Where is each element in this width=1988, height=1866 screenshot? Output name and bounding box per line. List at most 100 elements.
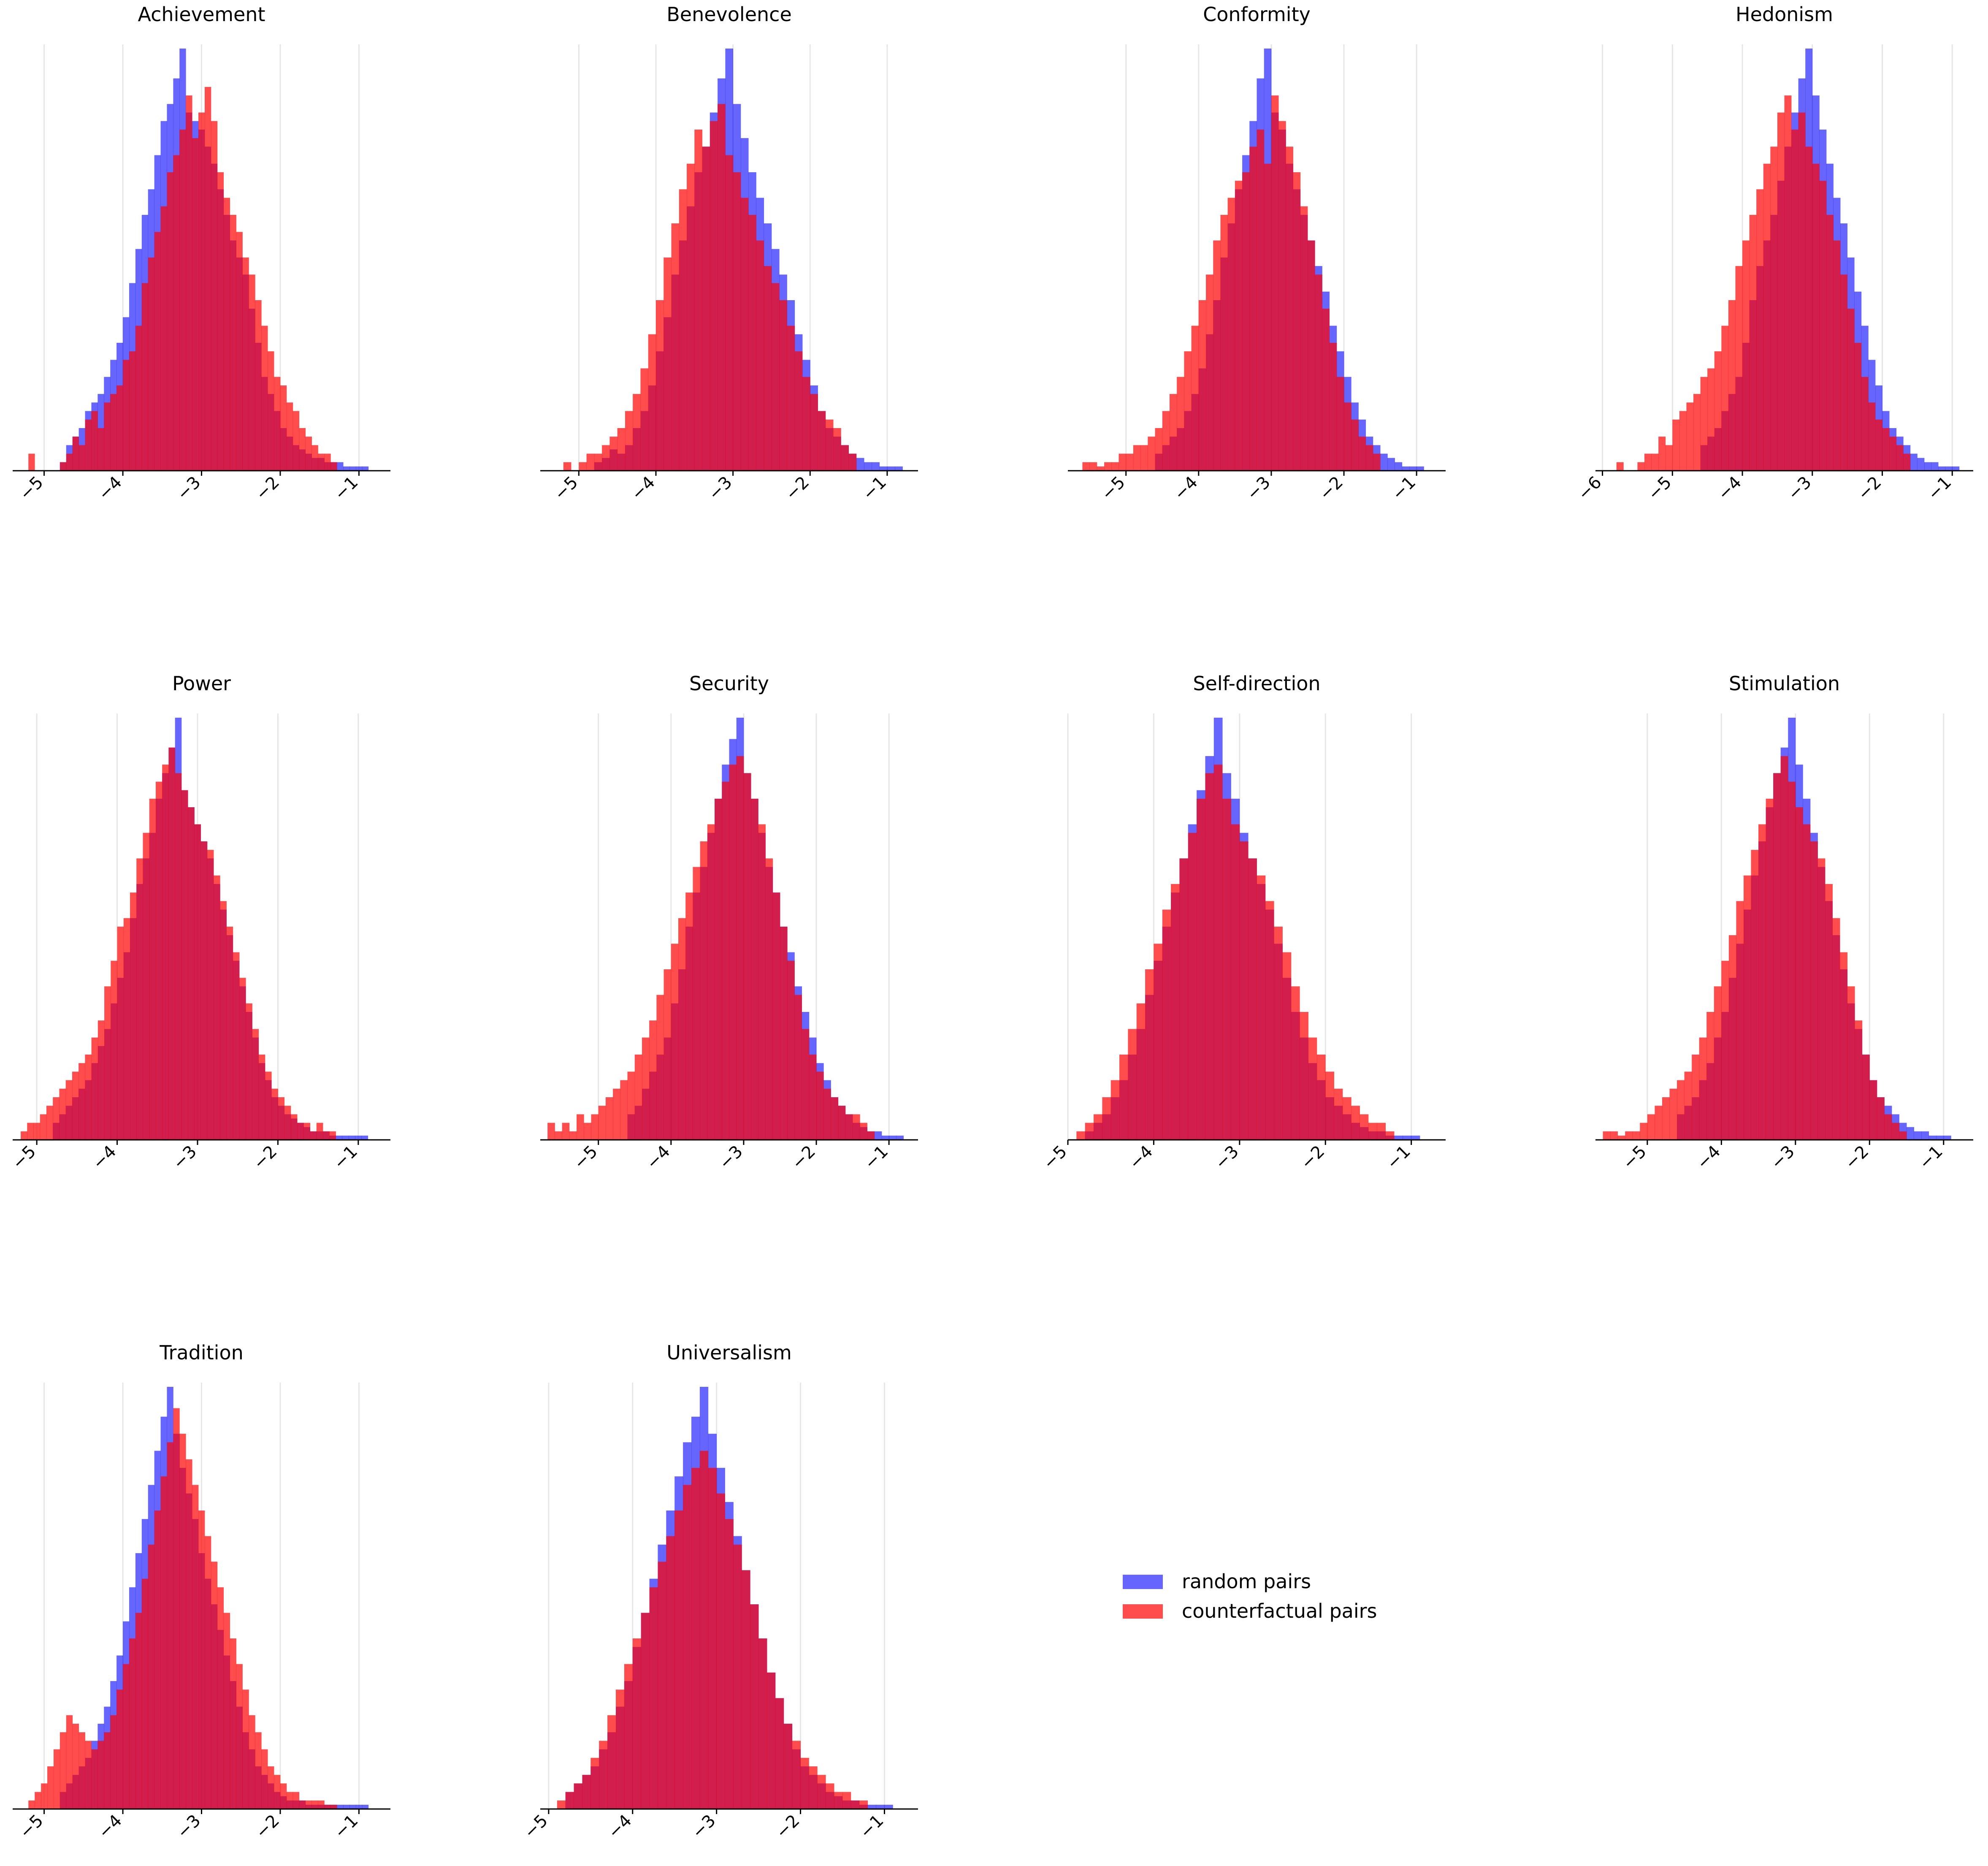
legend-swatch-random-pairs <box>1123 1575 1163 1589</box>
bar-conformity-counterfactual-pairs-24 <box>1257 129 1265 471</box>
bar-power-counterfactual-pairs-9 <box>79 1063 85 1140</box>
bar-conformity-counterfactual-pairs-18 <box>1213 240 1221 471</box>
bar-universalism-counterfactual-pairs-31 <box>817 1775 826 1809</box>
bar-power-counterfactual-pairs-32 <box>226 926 233 1140</box>
bar-universalism-counterfactual-pairs-4 <box>590 1758 599 1809</box>
bar-benevolence-counterfactual-pairs-0 <box>563 462 571 471</box>
bar-conformity-counterfactual-pairs-10 <box>1155 428 1163 471</box>
bar-conformity-counterfactual-pairs-9 <box>1148 437 1155 471</box>
legend-label-random-pairs: random pairs <box>1182 1570 1311 1593</box>
bar-tradition-counterfactual-pairs-36 <box>255 1732 262 1809</box>
bar-security-counterfactual-pairs-35 <box>802 1029 810 1140</box>
bar-conformity-counterfactual-pairs-32 <box>1315 274 1322 471</box>
bar-achievement-counterfactual-pairs-14 <box>116 385 123 471</box>
bar-security-counterfactual-pairs-0 <box>547 1123 555 1140</box>
bar-benevolence-counterfactual-pairs-21 <box>725 155 734 471</box>
bar-conformity-counterfactual-pairs-36 <box>1344 402 1352 471</box>
bar-power-counterfactual-pairs-24 <box>175 773 182 1140</box>
bar-security-counterfactual-pairs-25 <box>729 765 737 1140</box>
bar-achievement-counterfactual-pairs-41 <box>286 402 293 471</box>
bar-achievement-counterfactual-pairs-38 <box>268 351 274 471</box>
bar-power-counterfactual-pairs-25 <box>181 790 188 1140</box>
bar-stimulation-counterfactual-pairs-26 <box>1795 807 1803 1140</box>
bar-universalism-counterfactual-pairs-2 <box>574 1783 582 1809</box>
bar-universalism-counterfactual-pairs-17 <box>699 1451 709 1809</box>
series-benevolence-counterfactual-pairs <box>563 104 857 471</box>
bar-stimulation-counterfactual-pairs-23 <box>1773 773 1781 1140</box>
bar-universalism-counterfactual-pairs-22 <box>742 1570 750 1809</box>
bar-achievement-counterfactual-pairs-11 <box>98 428 104 471</box>
bar-conformity-counterfactual-pairs-29 <box>1293 172 1301 471</box>
bar-self-direction-counterfactual-pairs-16 <box>1213 765 1223 1140</box>
bar-benevolence-counterfactual-pairs-15 <box>679 189 687 471</box>
bar-hedonism-random-pairs-34 <box>1938 466 1946 471</box>
bar-conformity-counterfactual-pairs-7 <box>1133 445 1141 471</box>
bar-universalism-counterfactual-pairs-35 <box>850 1800 860 1809</box>
bar-security-counterfactual-pairs-1 <box>555 1131 563 1140</box>
bar-power-counterfactual-pairs-0 <box>21 1131 27 1140</box>
bar-self-direction-counterfactual-pairs-21 <box>1257 875 1266 1140</box>
bar-power-counterfactual-pairs-18 <box>136 858 143 1140</box>
bar-tradition-counterfactual-pairs-1 <box>35 1792 41 1809</box>
bar-achievement-counterfactual-pairs-21 <box>160 206 167 471</box>
bar-conformity-counterfactual-pairs-30 <box>1300 206 1308 471</box>
bar-self-direction-counterfactual-pairs-13 <box>1188 833 1197 1140</box>
bar-security-counterfactual-pairs-24 <box>722 781 729 1140</box>
bar-achievement-random-pairs-47 <box>355 466 363 471</box>
bar-security-counterfactual-pairs-34 <box>794 995 802 1140</box>
bar-tradition-counterfactual-pairs-41 <box>286 1792 293 1809</box>
bar-stimulation-counterfactual-pairs-5 <box>1640 1123 1648 1140</box>
bar-achievement-counterfactual-pairs-33 <box>236 232 243 471</box>
bar-universalism-counterfactual-pairs-11 <box>649 1587 658 1809</box>
bar-achievement-counterfactual-pairs-31 <box>223 198 230 471</box>
bar-achievement-random-pairs-46 <box>349 466 356 471</box>
bar-benevolence-counterfactual-pairs-18 <box>702 146 710 471</box>
bar-power-random-pairs-45 <box>342 1135 349 1140</box>
bar-security-counterfactual-pairs-39 <box>831 1097 839 1140</box>
bar-power-counterfactual-pairs-1 <box>27 1123 34 1140</box>
bar-universalism-counterfactual-pairs-13 <box>666 1536 675 1809</box>
bar-achievement-random-pairs-45 <box>343 466 350 471</box>
panel-title-conformity: Conformity <box>1203 3 1311 26</box>
bar-power-counterfactual-pairs-11 <box>91 1037 98 1140</box>
bar-hedonism-counterfactual-pairs-24 <box>1784 95 1792 471</box>
bar-benevolence-counterfactual-pairs-3 <box>586 453 595 471</box>
bar-stimulation-random-pairs-35 <box>1936 1135 1944 1140</box>
bar-conformity-counterfactual-pairs-15 <box>1191 325 1199 471</box>
bar-hedonism-random-pairs-35 <box>1945 466 1953 471</box>
bar-conformity-counterfactual-pairs-19 <box>1220 214 1228 471</box>
bar-power-counterfactual-pairs-8 <box>72 1071 79 1140</box>
bar-conformity-counterfactual-pairs-31 <box>1307 240 1315 471</box>
bar-tradition-counterfactual-pairs-44 <box>305 1800 312 1809</box>
bar-achievement-counterfactual-pairs-15 <box>123 360 130 471</box>
bar-security-counterfactual-pairs-42 <box>853 1114 860 1140</box>
bar-hedonism-random-pairs-30 <box>1910 453 1918 471</box>
bar-stimulation-counterfactual-pairs-25 <box>1788 781 1796 1140</box>
bar-universalism-counterfactual-pairs-10 <box>641 1613 650 1809</box>
bar-benevolence-counterfactual-pairs-7 <box>617 428 626 471</box>
bar-achievement-counterfactual-pairs-16 <box>129 351 136 471</box>
bar-self-direction-counterfactual-pairs-22 <box>1265 901 1274 1140</box>
bar-tradition-counterfactual-pairs-4 <box>53 1749 60 1809</box>
bar-stimulation-counterfactual-pairs-19 <box>1743 875 1751 1140</box>
bar-power-random-pairs-48 <box>361 1135 368 1140</box>
bar-hedonism-counterfactual-pairs-20 <box>1756 189 1764 471</box>
bar-stimulation-counterfactual-pairs-21 <box>1758 824 1766 1140</box>
bar-tradition-counterfactual-pairs-10 <box>91 1749 98 1809</box>
bar-achievement-random-pairs-44 <box>337 462 344 471</box>
bar-self-direction-counterfactual-pairs-29 <box>1325 1071 1334 1140</box>
bar-stimulation-counterfactual-pairs-12 <box>1692 1054 1700 1140</box>
bar-stimulation-counterfactual-pairs-31 <box>1832 918 1840 1140</box>
bar-power-counterfactual-pairs-40 <box>278 1097 285 1140</box>
bar-stimulation-random-pairs-33 <box>1921 1131 1929 1140</box>
bar-security-counterfactual-pairs-30 <box>765 858 773 1140</box>
bar-achievement-counterfactual-pairs-37 <box>261 325 268 471</box>
bar-achievement-counterfactual-pairs-19 <box>148 257 155 471</box>
bar-security-counterfactual-pairs-18 <box>678 918 686 1140</box>
bar-conformity-random-pairs-33 <box>1395 462 1403 471</box>
bar-hedonism-counterfactual-pairs-17 <box>1735 266 1743 471</box>
bar-conformity-counterfactual-pairs-21 <box>1235 181 1243 471</box>
bar-achievement-counterfactual-pairs-43 <box>299 428 306 471</box>
